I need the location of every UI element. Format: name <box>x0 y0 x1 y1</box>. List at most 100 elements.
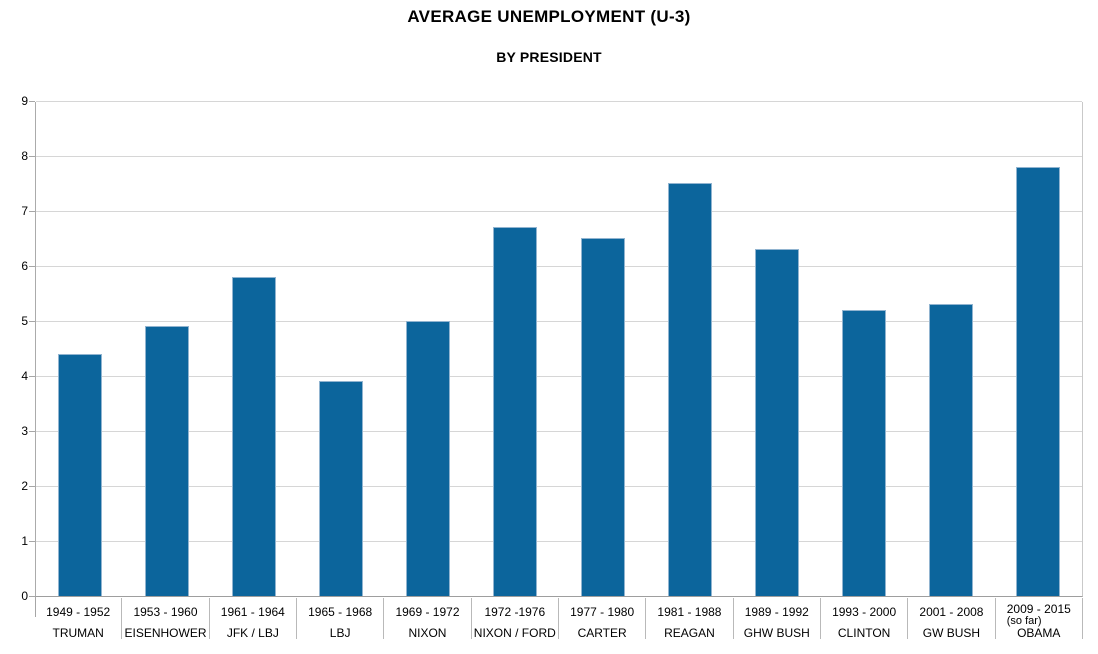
bar-nixon-ford <box>493 227 537 596</box>
gridline-2 <box>36 486 1082 487</box>
x-category-9: 1989 - 1992 GHW BUSH <box>734 598 821 640</box>
y-tick-label-0: 0 <box>21 589 28 603</box>
x-years-wrap: 1993 - 2000 <box>821 603 907 627</box>
plot-area: 0 1 2 3 4 5 6 7 8 9 <box>21 94 1083 603</box>
y-tick-label-1: 1 <box>21 534 28 548</box>
x-category-2: 1953 - 1960 EISENHOWER <box>122 598 210 640</box>
bar-clinton <box>842 310 886 596</box>
x-category-6: 1972 -1976 NIXON / FORD <box>472 598 559 640</box>
y-tick-label-9: 9 <box>21 94 28 108</box>
gridline-3 <box>36 431 1082 432</box>
x-category-10: 1993 - 2000 CLINTON <box>821 598 909 640</box>
bar-nixon <box>406 321 450 596</box>
gridline-6 <box>36 266 1082 267</box>
x-years-wrap: 1972 -1976 <box>472 603 558 627</box>
y-tick-7 <box>29 211 35 212</box>
x-category-1: 1949 - 1952 TRUMAN <box>35 598 123 640</box>
x-years-block: 1969 - 1972 <box>395 606 459 619</box>
x-years-label: 1972 -1976 <box>484 605 546 619</box>
x-president-label: LBJ <box>329 626 351 640</box>
y-tick-label-2: 2 <box>21 479 28 493</box>
y-tick-label-7: 7 <box>21 204 28 218</box>
gridline-4 <box>36 376 1082 377</box>
x-years-wrap: 2009 - 2015 (so far) <box>996 603 1082 627</box>
bar-ghw-bush <box>755 249 799 596</box>
x-years-label: 1949 - 1952 <box>46 605 111 619</box>
x-years-block: 2009 - 2015 (so far) <box>1007 603 1071 627</box>
x-president-label: TRUMAN <box>52 626 104 640</box>
x-years-wrap: 1981 - 1988 <box>646 603 732 627</box>
x-axis-labels: 1949 - 1952 TRUMAN 1953 - 1960 EISENHOWER 19… <box>35 598 1083 640</box>
x-years-label: 1961 - 1964 <box>220 605 285 619</box>
gridline-9 <box>36 101 1082 102</box>
x-president-label: NIXON <box>408 626 447 640</box>
x-years-block: 1981 - 1988 <box>657 606 721 619</box>
gridline-7 <box>36 211 1082 212</box>
bar-reagan <box>668 183 712 596</box>
x-category-4: 1965 - 1968 LBJ <box>297 598 385 640</box>
chart-subtitle: BY PRESIDENT <box>496 49 602 65</box>
y-tick-label-3: 3 <box>21 424 28 438</box>
x-years-block: 1965 - 1968 <box>308 606 372 619</box>
x-years-wrap: 1965 - 1968 <box>297 603 383 627</box>
x-years-block: 1972 -1976 <box>484 606 545 619</box>
x-president-label: GW BUSH <box>922 626 981 640</box>
x-category-5: 1969 - 1972 NIXON <box>384 598 472 640</box>
bar-carter <box>581 238 625 596</box>
x-years-wrap: 1977 - 1980 <box>559 603 645 627</box>
x-category-8: 1981 - 1988 REAGAN <box>646 598 734 640</box>
gridline-5 <box>36 321 1082 322</box>
bar-gw-bush <box>929 304 973 596</box>
y-tick-label-6: 6 <box>21 259 28 273</box>
y-tick-0 <box>29 596 35 597</box>
bar-eisenhower <box>145 326 189 596</box>
x-years-label: 1953 - 1960 <box>133 605 198 619</box>
bar-truman <box>58 354 102 596</box>
gridline-8 <box>36 156 1082 157</box>
x-years-label: 1977 - 1980 <box>570 605 635 619</box>
x-years-block: 1989 - 1992 <box>745 606 809 619</box>
x-president-label: REAGAN <box>664 626 715 640</box>
x-years-label: 1989 - 1992 <box>744 605 809 619</box>
x-note-label: (so far) <box>1006 615 1042 627</box>
x-years-block: 2001 - 2008 <box>919 606 983 619</box>
x-president-label: JFK / LBJ <box>226 626 279 640</box>
y-tick-label-8: 8 <box>21 149 28 163</box>
x-years-wrap: 1949 - 1952 <box>35 603 121 627</box>
x-years-wrap: 2001 - 2008 <box>908 603 994 627</box>
bar-lbj <box>319 381 363 596</box>
x-category-7: 1977 - 1980 CARTER <box>559 598 647 640</box>
y-tick-label-4: 4 <box>21 369 28 383</box>
y-tick-1 <box>29 541 35 542</box>
x-years-wrap: 1961 - 1964 <box>210 603 296 627</box>
x-years-label: 2009 - 2015 <box>1006 602 1071 616</box>
y-tick-5 <box>29 321 35 322</box>
x-years-label: 1965 - 1968 <box>308 605 373 619</box>
bar-jfk-lbj <box>232 277 276 596</box>
x-years-label: 1969 - 1972 <box>395 605 460 619</box>
x-president-label: OBAMA <box>1017 626 1061 640</box>
x-years-wrap: 1969 - 1972 <box>384 603 470 627</box>
x-years-wrap: 1953 - 1960 <box>122 603 208 627</box>
x-category-12: 2009 - 2015 (so far) OBAMA <box>996 598 1083 640</box>
x-years-block: 1993 - 2000 <box>832 606 896 619</box>
x-axis-origin-tick <box>35 597 36 617</box>
x-president-label: EISENHOWER <box>124 626 207 640</box>
x-president-label: CARTER <box>577 626 627 640</box>
x-years-block: 1977 - 1980 <box>570 606 634 619</box>
y-tick-4 <box>29 376 35 377</box>
y-tick-9 <box>29 101 35 102</box>
y-tick-6 <box>29 266 35 267</box>
chart-title: AVERAGE UNEMPLOYMENT (U-3) <box>407 7 691 26</box>
y-tick-2 <box>29 486 35 487</box>
gridline-1 <box>36 541 1082 542</box>
x-years-block: 1949 - 1952 <box>46 606 110 619</box>
x-category-3: 1961 - 1964 JFK / LBJ <box>210 598 297 640</box>
x-years-block: 1953 - 1960 <box>133 606 197 619</box>
x-president-label: CLINTON <box>837 626 891 640</box>
y-tick-3 <box>29 431 35 432</box>
x-category-11: 2001 - 2008 GW BUSH <box>908 598 996 640</box>
bar-obama <box>1016 167 1060 596</box>
x-president-label: NIXON / FORD <box>473 626 556 640</box>
